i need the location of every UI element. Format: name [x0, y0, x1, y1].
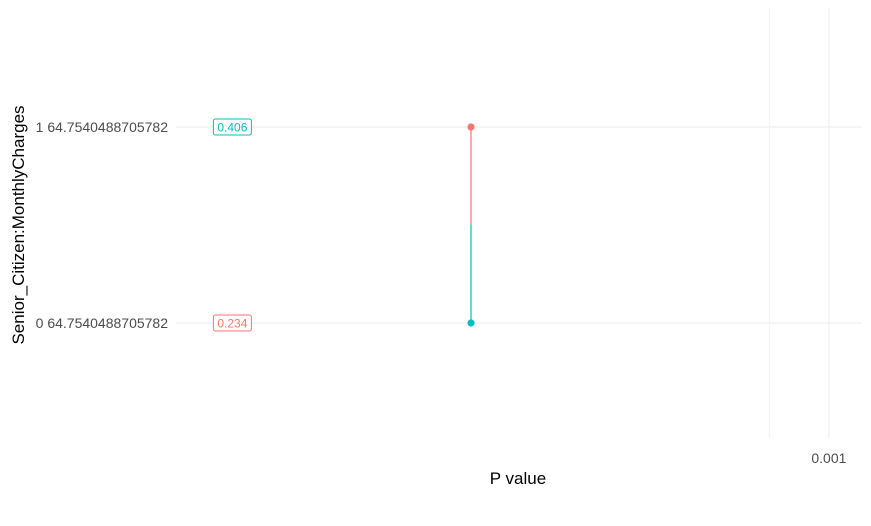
y-axis-title: Senior_Citizen:MonthlyCharges [9, 105, 28, 344]
x-tick-label: 0.001 [811, 450, 846, 466]
y-tick-label: 0 64.7540488705782 [36, 315, 169, 331]
axis-layer: 1 64.7540488705782 0 64.7540488705782 0.00… [36, 119, 847, 466]
x-axis-title: P value [490, 469, 546, 488]
data-point [467, 123, 475, 131]
value-label-box [212, 314, 252, 332]
point-layer [467, 123, 475, 327]
value-label: 0.234 [217, 317, 247, 331]
value-label-box [212, 118, 252, 136]
y-tick-label: 1 64.7540488705782 [36, 119, 169, 135]
value-label: 0.406 [217, 121, 247, 135]
grid-layer [176, 8, 862, 438]
label-layer: 0.406 0.234 [212, 118, 252, 332]
data-point [467, 319, 475, 327]
